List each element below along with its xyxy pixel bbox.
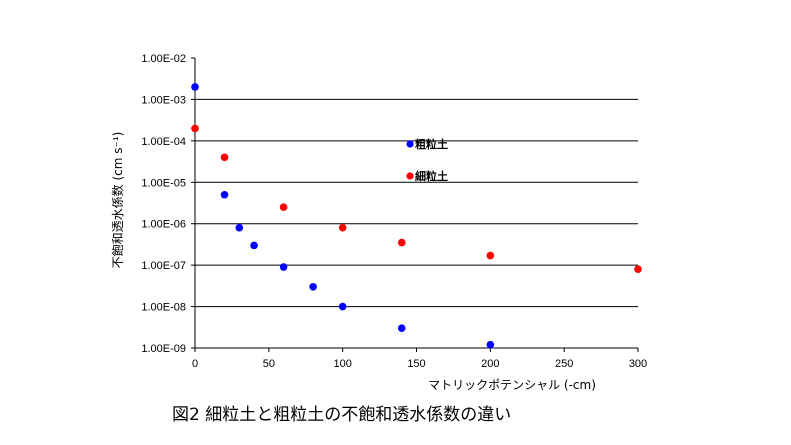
- legend-marker: [406, 140, 414, 148]
- x-tick-label: 150: [407, 358, 425, 370]
- x-tick-label: 300: [629, 358, 647, 370]
- coarse-soil-point: [279, 263, 288, 271]
- figure-caption: 図2 細粒土と粗粒土の不飽和透水係数の違い: [172, 405, 512, 425]
- y-tick-label: 1.00E-04: [141, 136, 186, 148]
- fine-soil-point: [191, 124, 199, 133]
- legend-marker: [406, 172, 414, 180]
- y-tick-label: 1.00E-09: [141, 343, 186, 355]
- fine-soil-point: [279, 203, 288, 212]
- fine-soil-point: [338, 223, 347, 232]
- y-axis-label: 不飽和透水係数 (cm s⁻¹): [110, 132, 125, 269]
- x-tick-labels: 0 50 100 150 200 250 300: [192, 358, 647, 370]
- x-tick-label: 200: [481, 358, 499, 370]
- axes: [191, 57, 639, 352]
- data-points: [191, 83, 642, 349]
- coarse-soil-point: [191, 83, 199, 91]
- gridlines: [195, 98, 638, 308]
- x-tick-label: 0: [192, 358, 198, 370]
- legend-label: 粗粒土: [415, 137, 448, 151]
- legend-label: 細粒土: [415, 169, 448, 183]
- coarse-soil-point: [338, 302, 347, 311]
- coarse-soil-point: [486, 340, 495, 349]
- x-axis-label: マトリックポテンシャル (-cm): [428, 378, 596, 392]
- fine-soil-point: [486, 251, 495, 260]
- x-tick-label: 100: [333, 358, 351, 370]
- x-tick-label: 250: [555, 358, 573, 370]
- y-tick-label: 1.00E-03: [141, 94, 186, 106]
- y-tick-label: 1.00E-08: [141, 302, 186, 314]
- y-tick-label: 1.00E-02: [141, 53, 186, 65]
- coarse-soil-point: [397, 324, 406, 333]
- coarse-soil-point: [220, 190, 229, 199]
- y-tick-label: 1.00E-06: [141, 219, 186, 231]
- x-tick-label: 50: [263, 358, 275, 370]
- coarse-soil-point: [309, 283, 317, 291]
- y-tick-label: 1.00E-07: [141, 260, 186, 272]
- y-tick-labels: 1.00E-09 1.00E-08 1.00E-07 1.00E-06 1.00E-05…: [141, 53, 186, 355]
- fine-soil-point: [220, 153, 229, 162]
- fine-soil-point: [634, 265, 642, 273]
- fine-soil-point: [397, 238, 406, 247]
- y-tick-label: 1.00E-05: [141, 177, 186, 189]
- coarse-soil-point: [235, 223, 244, 232]
- scatter-chart: 1.00E-09 1.00E-08 1.00E-07 1.00E-06 1.00E-05…: [110, 53, 647, 392]
- coarse-soil-point: [250, 241, 258, 250]
